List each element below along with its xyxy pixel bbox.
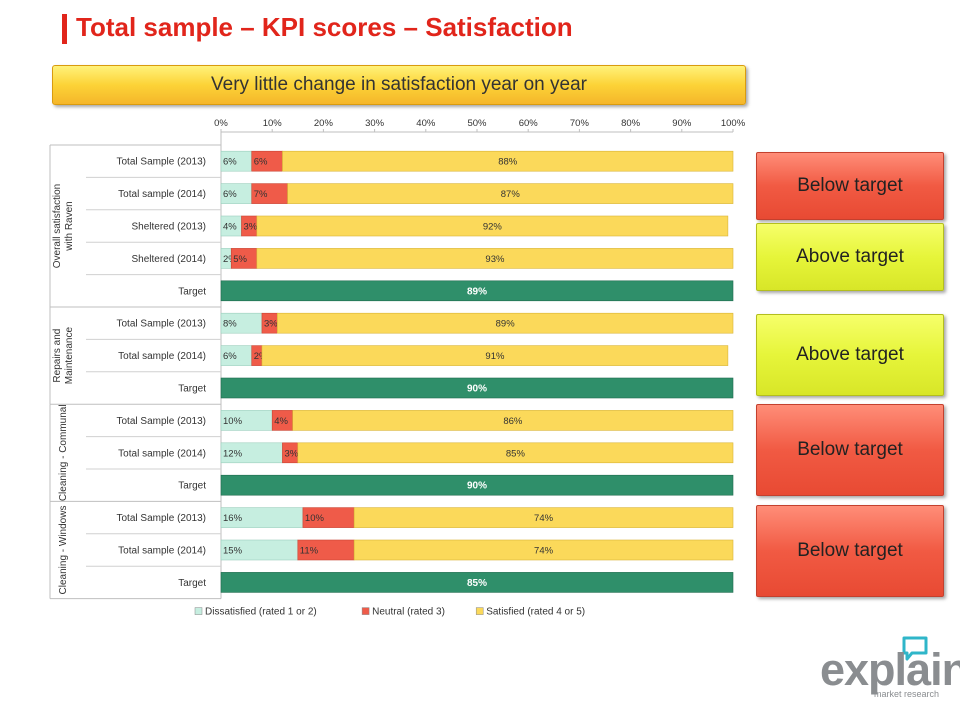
legend-swatch [475,607,484,615]
legend-swatch [361,607,370,615]
target-value-label: 90% [467,481,487,492]
bar-target [220,572,734,593]
row-label: Sheltered (2013) [132,222,207,233]
data-label: 91% [485,351,505,362]
data-label: 6% [223,189,237,200]
data-label: 3% [284,448,298,459]
data-label: 6% [223,351,237,362]
data-label: 12% [223,448,243,459]
page-title: Total sample – KPI scores – Satisfaction [76,12,573,42]
group-label: Cleaning - Communal [58,404,69,501]
x-tick-label: 60% [519,118,539,129]
row-label: Total sample (2014) [118,351,206,362]
group-label: with Raven [64,201,75,251]
bar-satisfied [297,442,734,464]
x-tick-label: 0% [214,118,228,129]
data-label: 2% [223,254,237,265]
data-label: 87% [501,189,521,200]
data-label: 88% [498,157,518,168]
bar-satisfied [261,345,729,366]
data-label: 74% [534,513,554,524]
legend-label: Neutral (rated 3) [372,607,445,618]
bar-satisfied [353,539,734,561]
legend-label: Dissatisfied (rated 1 or 2) [205,607,317,618]
legend-label: Satisfied (rated 4 or 5) [486,607,585,618]
target-status-badge: Above target [756,314,944,396]
x-tick-label: 50% [467,118,487,129]
x-tick-label: 80% [621,118,641,129]
row-label: Sheltered (2014) [132,254,207,265]
data-label: 3% [264,319,278,330]
data-label: 10% [305,513,325,524]
data-label: 6% [254,157,268,168]
row-label: Target [178,384,206,395]
data-label: 85% [506,448,526,459]
row-label: Total Sample (2013) [117,416,207,427]
group-label: Maintenance [64,327,75,385]
group-label: Repairs and [52,329,63,383]
target-status-badge: Below target [756,404,944,496]
x-tick-label: 90% [672,118,692,129]
target-value-label: 90% [467,384,487,395]
bar-target [220,474,734,496]
data-label: 15% [223,546,243,557]
row-label: Total sample (2014) [118,448,206,459]
row-label: Total Sample (2013) [117,513,207,524]
data-label: 7% [254,189,268,200]
bar-satisfied [282,150,734,172]
data-label: 92% [483,222,503,233]
bar-target [220,377,734,399]
bar-satisfied [292,410,734,431]
row-label: Target [178,578,206,589]
data-label: 11% [300,546,319,557]
data-label: 74% [534,546,554,557]
x-tick-label: 100% [721,118,746,129]
row-label: Total Sample (2013) [117,319,207,330]
row-label: Total Sample (2013) [117,157,207,168]
data-label: 4% [274,416,288,427]
data-label: 5% [233,254,247,265]
row-label: Target [178,481,206,492]
logo-tagline: market research [874,689,940,699]
logo-wordmark: explain [820,644,960,695]
legend-swatch [194,607,203,615]
data-label: 8% [223,319,237,330]
x-tick-label: 20% [314,118,334,129]
title-accent-bar [62,14,67,44]
row-label: Total sample (2014) [118,546,206,557]
target-status-badge: Above target [756,223,944,291]
bar-satisfied [277,312,734,334]
group-label: Cleaning - Windows [58,506,69,595]
data-label: 16% [223,513,243,524]
x-tick-label: 70% [570,118,590,129]
target-status-badge: Below target [756,152,944,220]
x-tick-label: 30% [365,118,385,129]
target-value-label: 89% [467,286,487,297]
bar-satisfied [256,215,729,237]
data-label: 3% [243,222,257,233]
x-tick-label: 40% [416,118,436,129]
bar-satisfied [287,183,734,204]
target-value-label: 85% [467,578,487,589]
bar-satisfied [353,507,734,528]
bar-satisfied [256,248,734,269]
data-label: 86% [503,416,523,427]
group-label: Overall satisfaction [52,184,63,268]
data-label: 6% [223,157,237,168]
speech-bubble-icon [902,636,928,661]
headline-banner: Very little change in satisfaction year … [52,65,746,105]
target-status-badge: Below target [756,505,944,597]
x-tick-label: 10% [263,118,283,129]
data-label: 10% [223,416,243,427]
data-label: 93% [485,254,505,265]
data-label: 2% [254,351,268,362]
bar-target [220,280,734,302]
row-label: Total sample (2014) [118,189,206,200]
row-label: Target [178,286,206,297]
data-label: 89% [496,319,516,330]
data-label: 4% [223,222,237,233]
